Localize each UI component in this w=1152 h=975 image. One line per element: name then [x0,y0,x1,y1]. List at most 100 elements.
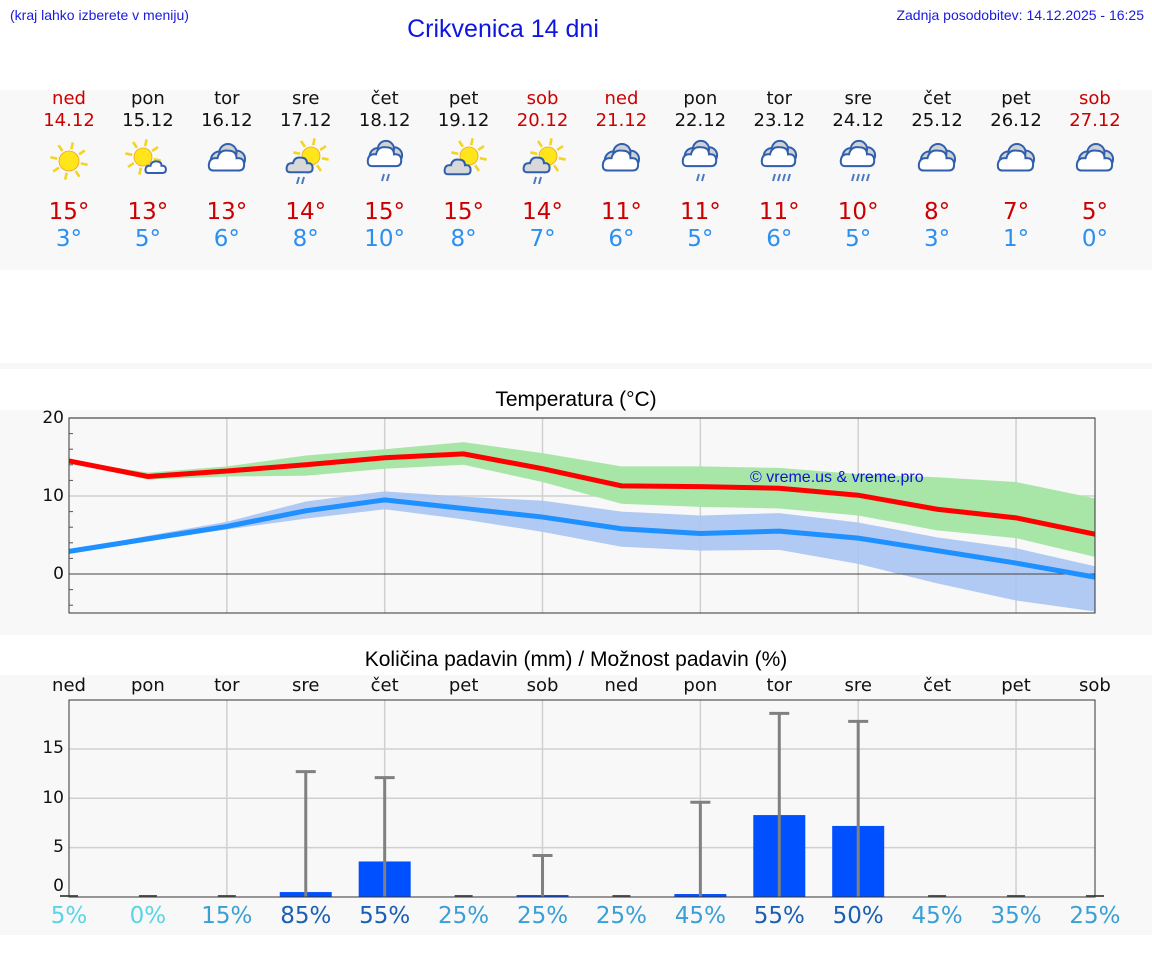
day-column: čet 18.12 15° 10° [345,88,425,252]
cloudy-icon [1075,142,1115,172]
precip-probability: 15% [201,903,253,929]
page-title: Crikvenica 14 dni [407,15,599,43]
day-name: pon [130,88,165,109]
day-date: 24.12 [832,110,884,131]
day-column: sre 17.12 14° 8° [266,88,346,252]
precip-weekday-label: ned [604,675,639,696]
precip-weekday-label: pon [683,675,718,696]
precip-probability: 35% [990,903,1042,929]
day-column: pon 15.12 13° 5° [108,88,188,252]
day-name: tor [766,88,792,109]
temp-min: 6° [213,226,240,252]
day-column: ned 21.12 11° 6° [581,88,661,252]
temp-max: 15° [48,199,90,225]
temp-min: 6° [766,226,793,252]
day-name: pet [1001,88,1031,109]
day-date: 27.12 [1069,110,1121,131]
precip-weekday-label: pet [1001,675,1031,696]
watermark: © vreme.us & vreme.pro [750,469,924,486]
location-hint: (kraj lahko izberete v meniju) [10,7,189,23]
precip-weekday-label: čet [923,675,952,696]
precip-weekday-row: ned pon tor sre čet pet sob ned pon tor sre čet pet s… [0,675,1152,699]
precip-weekday-label: ned [52,675,86,696]
temp-min: 8° [292,226,319,252]
day-date: 16.12 [201,110,253,131]
day-name: čet [923,88,952,109]
sun-cloud-light-rain-icon [285,138,329,184]
y-tick-15: 15 [42,738,64,758]
temp-min: 5° [687,226,714,252]
precipitation-chart-title: Količina padavin (mm) / Možnost padavin … [364,648,788,671]
y-tick-10: 10 [42,486,64,506]
day-column: pet 19.12 15° 8° [424,88,504,252]
day-name: ned [52,88,86,109]
temp-max: 14° [285,199,327,225]
day-column: sob 20.12 14° 7° [503,88,583,252]
day-column: sre 24.12 10° 5° [818,88,898,252]
temp-max: 10° [837,199,879,225]
day-date: 21.12 [595,110,648,131]
day-name: tor [214,88,240,109]
precip-weekday-label: sre [844,675,872,696]
day-name: sre [844,88,872,109]
temp-max: 7° [1002,199,1030,225]
precip-probability: 0% [129,903,167,929]
day-date: 22.12 [674,110,727,131]
forecast-panel [0,90,1152,270]
precip-weekday-label: sob [1079,675,1111,696]
day-date: 18.12 [358,110,411,131]
precip-weekday-label: sob [526,675,559,696]
cloud-rain-icon [839,139,877,182]
day-name: čet [370,88,399,109]
day-name: sre [292,88,320,109]
temp-max: 8° [924,199,951,225]
precip-weekday-label: tor [766,675,792,696]
precip-probability: 55% [753,903,805,929]
temp-min: 10° [364,226,406,252]
day-date: 19.12 [437,110,490,131]
cloudy-icon [207,142,246,172]
day-name: pet [448,88,479,109]
day-name: sob [1079,88,1111,109]
temp-max: 15° [364,199,406,225]
cloudy-icon [917,142,957,172]
precip-probability: 5% [50,903,88,929]
day-column: ned 14.12 15° 3° [29,88,109,252]
day-column: čet 25.12 8° 3° [897,88,977,252]
precip-probability: 55% [359,903,411,929]
last-updated: Zadnja posodobitev: 14.12.2025 - 16:25 [896,7,1144,23]
cloud-light-rain-icon [366,139,403,182]
day-column: sob 27.12 5° 0° [1055,88,1135,252]
precip-probability: 85% [280,903,332,929]
temp-min: 3° [55,226,83,252]
sun-cloud-icon [443,138,487,176]
sun-small-cloud-icon [125,139,167,175]
cloudy-icon [602,142,641,172]
day-column: tor 16.12 13° 6° [187,88,267,252]
precip-probability: 45% [911,903,963,929]
precip-weekday-label: tor [214,675,240,696]
temp-max: 13° [206,199,248,225]
y-tick-5: 5 [53,837,64,857]
temp-min: 6° [608,226,635,252]
cloud-rain-icon [761,139,798,182]
day-date: 17.12 [279,110,332,131]
temp-min: 1° [1002,226,1030,252]
day-column: pet 26.12 7° 1° [976,88,1056,252]
cloud-light-rain-icon [682,139,719,182]
precip-weekday-label: pon [130,675,165,696]
y-tick-0: 0 [53,564,64,584]
divider [0,363,1152,369]
precip-weekday-label: čet [370,675,399,696]
precip-probability: 25% [1069,903,1121,929]
precip-probability: 25% [438,903,490,929]
temperature-chart-title: Temperatura (°C) [495,388,657,411]
precip-probability: 45% [674,903,726,929]
sun-icon [50,142,88,180]
temp-min: 0° [1081,226,1109,252]
day-date: 25.12 [911,110,963,131]
y-tick-20: 20 [42,408,64,428]
y-tick-0mm: 0 [53,876,64,896]
